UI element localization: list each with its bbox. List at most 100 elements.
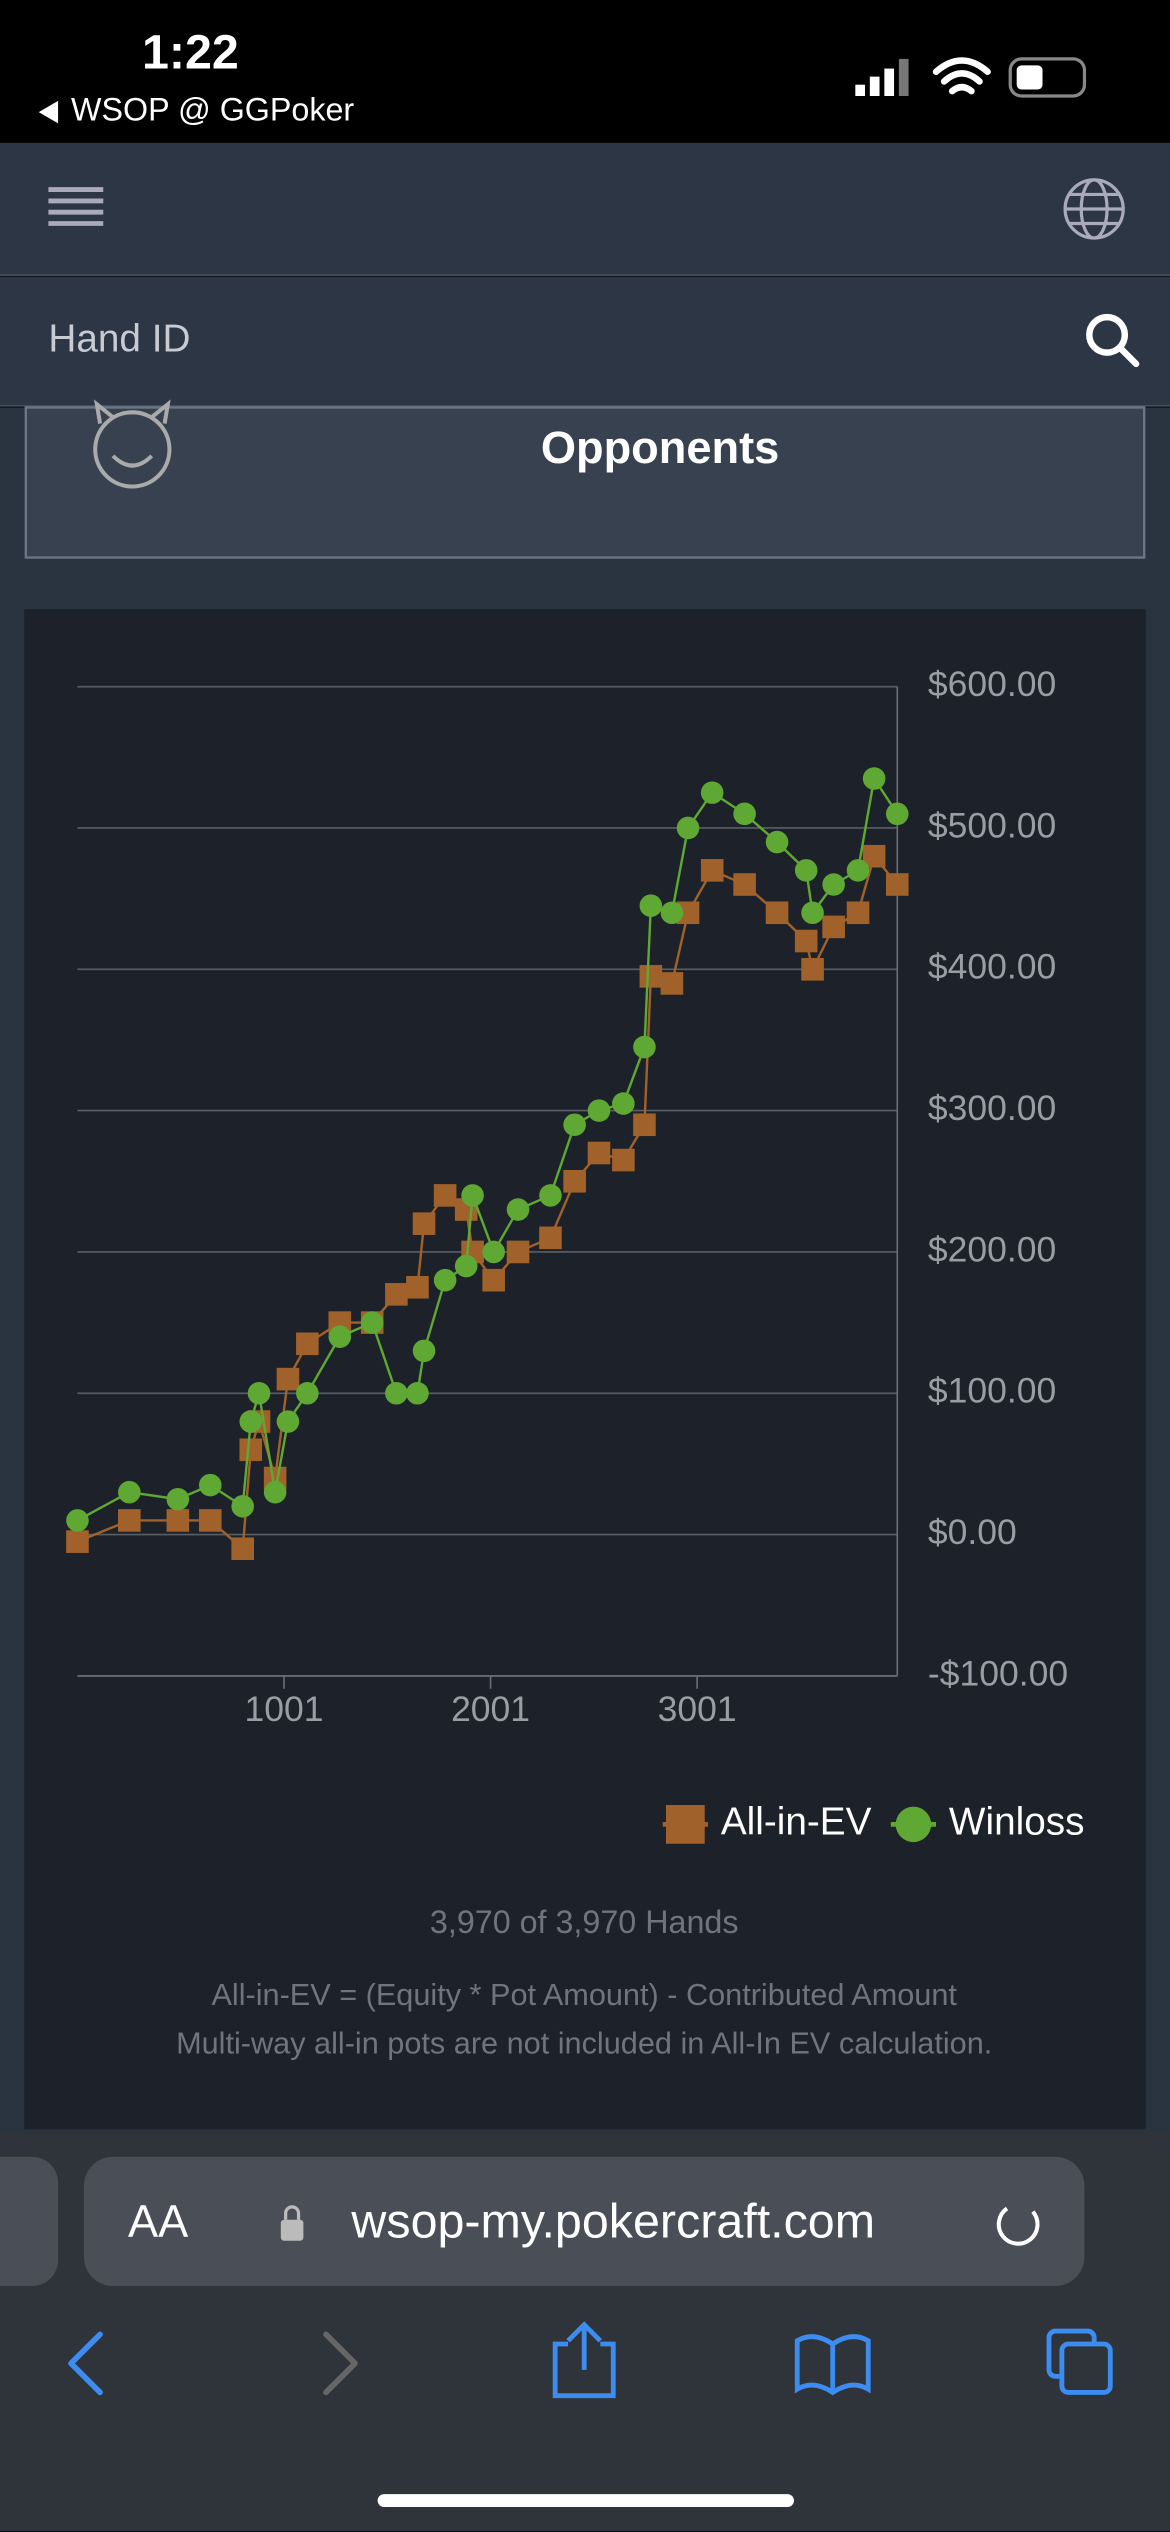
marker [198,1509,222,1532]
text-size[interactable]: AA [128,2196,189,2247]
marker [412,1212,436,1235]
marker [231,1537,255,1561]
marker [633,1035,656,1059]
address-bar[interactable] [83,2156,1085,2286]
marker [482,1268,505,1292]
legend-label[interactable]: All-in-EV [721,1801,872,1844]
marker [247,1381,271,1405]
marker [801,957,824,981]
marker [587,1141,611,1165]
back-app[interactable]: WSOP @ GGPoker [71,92,354,128]
legend-marker [665,1805,705,1844]
marker [660,901,684,925]
marker [482,1240,505,1264]
back-button[interactable] [68,2331,103,2396]
y-tick-label: $200.00 [928,1229,1056,1269]
lock-icon [284,2205,301,2220]
marker [118,1480,141,1504]
y-tick-label: -$100.00 [928,1653,1068,1693]
marker [885,873,909,896]
marker [794,929,818,953]
x-tick-label: 1001 [245,1689,324,1729]
legend-label[interactable]: Winloss [949,1801,1085,1844]
menu-icon[interactable] [48,187,104,226]
search-icon[interactable] [1086,313,1140,368]
marker [198,1473,222,1497]
y-tick-label: $0.00 [928,1512,1017,1552]
marker [385,1283,408,1306]
marker [385,1381,408,1405]
forward-button[interactable] [323,2331,358,2396]
marker [276,1410,300,1433]
marker [296,1381,319,1405]
legend-marker [895,1806,932,1843]
marker [406,1381,429,1405]
plot: -$100.00 $0.00 $100.00 $200.00 $300.00 $400.0… [66,664,1084,1844]
x-tick-label: 3001 [658,1689,737,1729]
marker [765,901,789,925]
globe-icon[interactable] [1063,178,1125,240]
marker [612,1148,635,1172]
signal [855,58,909,96]
marker [433,1268,457,1292]
search-placeholder[interactable]: Hand ID [48,318,190,361]
note: Multi-way all-in pots are not included i… [176,2027,992,2061]
battery-level [1016,65,1043,90]
lock-icon [280,2219,304,2241]
status-bar [0,0,1170,143]
battery [1008,57,1087,98]
share-button[interactable] [552,2321,616,2399]
marker [822,873,845,896]
y-tick-label: $600.00 [928,664,1056,704]
marker [846,901,870,925]
marker [794,859,818,882]
marker [239,1410,263,1433]
marker [700,859,724,882]
marker [296,1332,319,1356]
marker [166,1509,190,1532]
marker [822,915,845,939]
marker [846,859,870,882]
marker [118,1509,141,1532]
marker [328,1325,352,1349]
marker [506,1240,530,1264]
marker [801,901,824,925]
marker [862,844,886,868]
marker [166,1487,190,1511]
marker [506,1198,530,1221]
marker [563,1113,586,1137]
chart-panel [24,609,1146,2130]
hand-count: 3,970 of 3,970 Hands [430,1904,739,1940]
marker [587,1099,611,1122]
marker [639,894,663,917]
marker [433,1184,457,1207]
marker [885,802,909,826]
url[interactable]: wsop-my.pokercraft.com [350,2194,875,2248]
marker [676,901,700,925]
marker [239,1438,263,1462]
marker [412,1339,436,1363]
back-arrow[interactable] [38,100,59,124]
opponents-card[interactable] [24,406,1146,559]
marker [66,1509,89,1532]
marker [406,1275,429,1299]
reload-icon[interactable] [996,2206,1040,2246]
marker [360,1311,384,1334]
tabs-button[interactable] [1046,2328,1113,2395]
marker [639,965,663,988]
marker [263,1480,287,1504]
bookmarks-button[interactable] [794,2334,871,2396]
section-title[interactable]: Opponents [541,422,779,473]
marker [276,1367,300,1391]
marker [231,1495,255,1518]
tab-peek[interactable] [0,2156,59,2286]
marker [539,1184,562,1207]
app-header [0,142,1170,276]
marker [563,1169,586,1193]
x-tick-label: 2001 [451,1689,530,1729]
search-bar[interactable] [0,276,1170,406]
marker [539,1226,562,1250]
marker [454,1254,478,1278]
